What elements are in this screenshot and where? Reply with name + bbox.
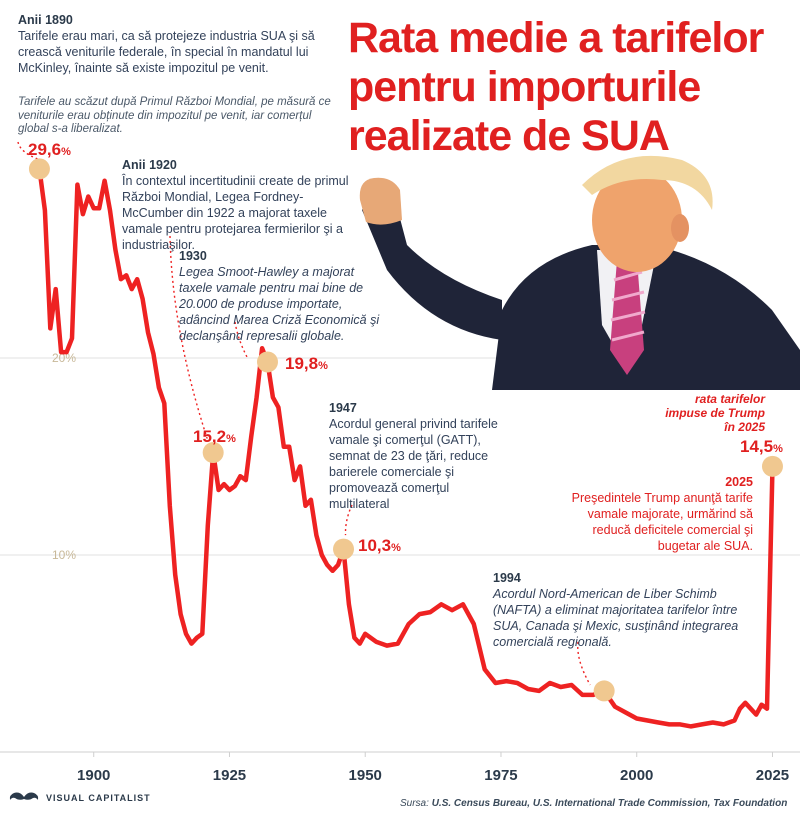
annotation-1920s: Anii 1920 În contextul incertitudinii cr… bbox=[122, 157, 357, 253]
leader-line bbox=[577, 641, 591, 686]
x-tick-label: 1925 bbox=[213, 767, 246, 784]
y-axis-ticks: 10% 20% bbox=[52, 351, 76, 562]
annotation-1947-year: 1947 bbox=[329, 401, 357, 415]
value-unit: % bbox=[61, 146, 71, 158]
annotation-1994-text: Acordul Nord-American de Liber Schimb (N… bbox=[493, 587, 739, 649]
x-tick-label: 2000 bbox=[620, 767, 653, 784]
value-unit: % bbox=[773, 443, 783, 455]
highlight-marker bbox=[202, 442, 224, 464]
value-label-1932: 19,8% bbox=[285, 354, 328, 374]
annotation-2025-year: 2025 bbox=[725, 475, 753, 489]
annotation-leader-lines bbox=[17, 141, 591, 686]
value-1922: 15,2 bbox=[193, 427, 227, 446]
y-tick-label: 10% bbox=[52, 548, 76, 562]
president-illustration bbox=[359, 155, 800, 390]
brand-logo-text: VISUAL CAPITALIST bbox=[46, 793, 151, 803]
trump-rate-label: rata tarifelor impuse de Trump în 2025 bbox=[665, 392, 765, 434]
highlight-marker bbox=[28, 158, 50, 180]
x-tick-label: 1975 bbox=[484, 767, 517, 784]
x-tick-label: 2025 bbox=[756, 767, 789, 784]
annotation-1890s-text: Tarifele erau mari, ca să protejeze indu… bbox=[18, 29, 315, 75]
value-label-1890: 29,6% bbox=[28, 140, 71, 160]
x-tick-label: 1950 bbox=[349, 767, 382, 784]
intro-note: Tarifele au scăzut după Primul Război Mo… bbox=[18, 96, 331, 135]
leader-line bbox=[344, 504, 353, 536]
x-tick-label: 1900 bbox=[77, 767, 110, 784]
annotation-1890s-year: Anii 1890 bbox=[18, 13, 73, 27]
value-unit: % bbox=[318, 360, 328, 372]
value-unit: % bbox=[226, 433, 236, 445]
value-unit: % bbox=[391, 542, 401, 554]
highlight-markers bbox=[28, 158, 783, 702]
x-axis-ticks: 1900 1925 1950 1975 2000 2025 bbox=[77, 752, 789, 784]
highlight-marker bbox=[256, 351, 278, 373]
value-1890: 29,6 bbox=[28, 140, 62, 159]
brand-logo: VISUAL CAPITALIST bbox=[8, 789, 151, 807]
source-label: Sursa: bbox=[400, 798, 429, 809]
mustache-logo-icon bbox=[9, 792, 39, 800]
annotation-2025-text: Preşedintele Trump anunţă tarife vamale … bbox=[571, 491, 753, 553]
value-label-2025: 14,5% bbox=[740, 437, 783, 457]
chart-title: Rata medie a tarifelor pentru importuril… bbox=[348, 14, 764, 160]
value-1946: 10,3 bbox=[358, 536, 392, 555]
tariff-rate-line bbox=[37, 166, 775, 729]
annotation-1947: 1947 Acordul general privind tarifele va… bbox=[329, 400, 504, 512]
annotation-1947-text: Acordul general privind tarifele vamale … bbox=[329, 417, 498, 511]
value-1932: 19,8 bbox=[285, 354, 319, 373]
y-tick-label: 20% bbox=[52, 351, 76, 365]
annotation-1994-year: 1994 bbox=[493, 571, 521, 585]
highlight-marker bbox=[593, 680, 615, 702]
highlight-marker bbox=[761, 455, 783, 477]
annotation-1994: 1994 Acordul Nord-American de Liber Schi… bbox=[493, 570, 755, 650]
value-label-1922: 15,2% bbox=[193, 427, 236, 447]
value-label-1946: 10,3% bbox=[358, 536, 401, 556]
source-note: Sursa: U.S. Census Bureau, U.S. Internat… bbox=[400, 798, 787, 809]
annotation-1890s: Anii 1890 Tarifele erau mari, ca să prot… bbox=[18, 12, 338, 76]
annotation-1920s-text: În contextul incertitudinii create de pr… bbox=[122, 174, 349, 252]
annotation-1930-text: Legea Smoot-Hawley a majorat taxele vama… bbox=[179, 265, 380, 343]
value-2025: 14,5 bbox=[740, 437, 774, 456]
annotation-1930-year: 1930 bbox=[179, 249, 207, 263]
annotation-1920s-year: Anii 1920 bbox=[122, 158, 177, 172]
leader-line bbox=[17, 141, 38, 160]
highlight-marker bbox=[333, 538, 355, 560]
annotation-1930: 1930 Legea Smoot-Hawley a majorat taxele… bbox=[179, 248, 384, 344]
source-text: U.S. Census Bureau, U.S. International T… bbox=[431, 798, 788, 809]
annotation-2025: 2025 Preşedintele Trump anunţă tarife va… bbox=[560, 474, 753, 554]
